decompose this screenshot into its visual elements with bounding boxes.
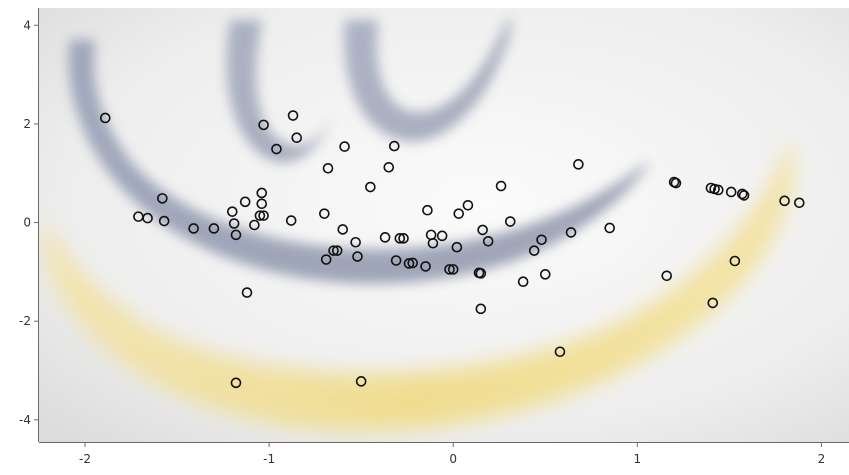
data-point <box>258 119 269 131</box>
data-point <box>241 287 253 298</box>
data-point <box>779 195 790 207</box>
data-point <box>352 251 363 262</box>
data-point <box>517 276 529 288</box>
data-point <box>365 181 376 193</box>
plot-area <box>39 8 849 442</box>
data-point <box>157 193 168 204</box>
data-point <box>420 261 431 272</box>
blue-w-stroke-right <box>344 15 511 142</box>
axes: -2 -1 0 1 2 -4 -2 0 2 4 <box>19 8 849 466</box>
data-point <box>462 199 474 211</box>
data-point <box>453 208 465 219</box>
data-point <box>407 257 419 269</box>
data-point <box>230 377 242 389</box>
y-axis-ticks: -4 -2 0 2 4 <box>19 18 39 427</box>
data-point <box>738 190 750 201</box>
data-point <box>328 245 339 256</box>
data-point <box>319 208 330 219</box>
x-tick-label: 1 <box>633 452 641 466</box>
data-point <box>285 215 297 226</box>
data-point <box>230 229 242 241</box>
blue-swoosh-arc <box>68 40 650 284</box>
data-point <box>239 196 251 208</box>
y-tick-label: -4 <box>19 413 31 427</box>
data-point <box>565 227 577 238</box>
x-tick-label: -1 <box>263 452 275 466</box>
data-point <box>482 235 494 247</box>
y-tick-label: 2 <box>23 117 31 131</box>
x-tick-label: 0 <box>449 452 457 466</box>
data-point <box>528 245 540 256</box>
data-point <box>320 254 332 265</box>
data-point <box>388 140 400 152</box>
data-point <box>339 141 350 152</box>
x-axis-ticks: -2 -1 0 1 2 <box>79 442 825 466</box>
data-point <box>322 162 334 174</box>
data-point <box>504 216 516 227</box>
data-point <box>475 303 487 315</box>
data-point <box>228 218 240 229</box>
data-point <box>331 245 343 256</box>
data-point <box>355 376 367 387</box>
data-point <box>451 241 463 253</box>
data-point <box>436 230 448 242</box>
x-tick-label: 2 <box>818 452 826 466</box>
data-point <box>736 188 748 200</box>
data-point <box>670 177 682 189</box>
data-point <box>291 132 303 144</box>
data-point <box>707 297 719 309</box>
data-point <box>379 232 391 243</box>
data-point <box>249 219 260 231</box>
data-point <box>793 197 805 209</box>
data-point <box>539 269 551 280</box>
scatter-points <box>99 110 805 389</box>
data-point <box>350 236 361 248</box>
data-point <box>398 233 409 244</box>
y-tick-label: 0 <box>23 216 31 230</box>
data-point <box>477 224 488 236</box>
data-point <box>256 187 268 199</box>
x-tick-label: -2 <box>79 452 91 466</box>
data-point <box>394 233 406 244</box>
data-point <box>712 184 724 196</box>
data-point <box>422 204 433 216</box>
data-point <box>271 143 282 155</box>
y-tick-label: -2 <box>19 314 31 328</box>
data-point <box>208 223 220 234</box>
data-point <box>554 346 566 358</box>
data-point <box>99 112 111 124</box>
data-point <box>337 224 349 235</box>
data-point <box>142 212 153 224</box>
data-point <box>729 255 741 267</box>
data-point <box>258 210 269 221</box>
data-point <box>475 268 487 279</box>
data-point <box>390 255 402 266</box>
data-point <box>604 222 615 234</box>
data-point <box>495 180 507 192</box>
data-point <box>661 270 673 282</box>
data-point <box>536 234 547 246</box>
data-point <box>287 110 299 121</box>
blue-w-stroke-left <box>226 20 335 163</box>
swoosh-logo-watermark <box>40 15 794 431</box>
data-point <box>427 237 439 249</box>
data-point <box>256 198 268 210</box>
data-point <box>158 215 170 227</box>
data-point <box>226 206 238 217</box>
y-tick-label: 4 <box>23 18 31 32</box>
data-point <box>383 161 395 173</box>
data-point <box>188 223 199 234</box>
data-point <box>444 264 455 275</box>
gold-swoosh <box>40 140 794 431</box>
data-point <box>725 186 737 198</box>
data-point <box>573 159 584 170</box>
data-point <box>447 264 459 275</box>
data-point <box>254 210 266 221</box>
data-point <box>403 258 415 269</box>
